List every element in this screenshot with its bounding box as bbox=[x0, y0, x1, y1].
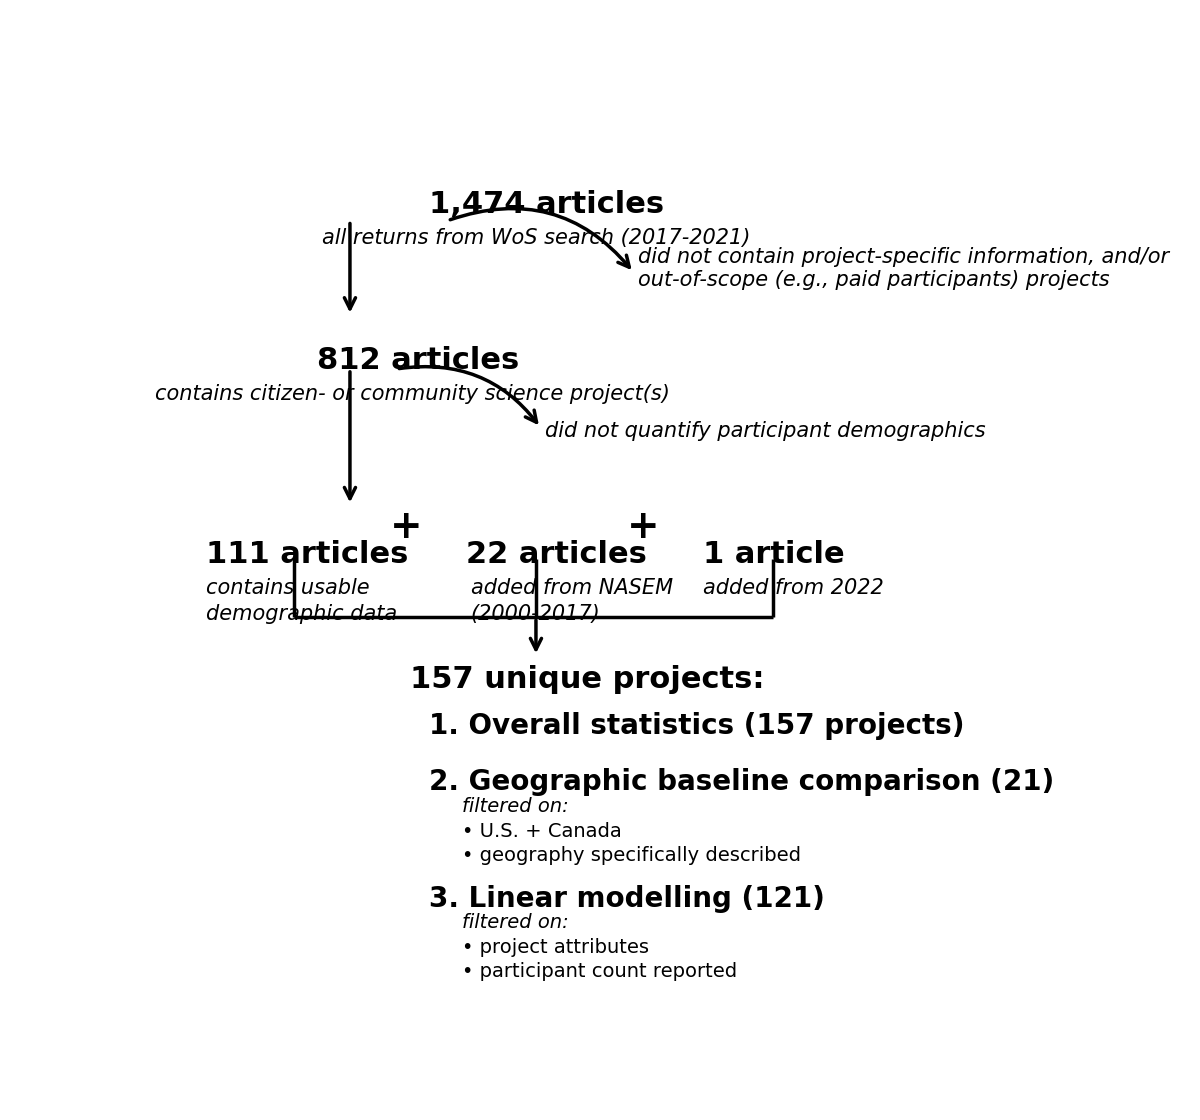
Text: 1. Overall statistics (157 projects): 1. Overall statistics (157 projects) bbox=[430, 712, 965, 740]
Text: filtered on:: filtered on: bbox=[462, 796, 569, 815]
Text: filtered on:: filtered on: bbox=[462, 913, 569, 932]
Text: added from 2022: added from 2022 bbox=[703, 578, 884, 598]
Text: • U.S. + Canada: • U.S. + Canada bbox=[462, 822, 622, 841]
Text: 1 article: 1 article bbox=[703, 540, 845, 569]
Text: contains citizen- or community science project(s): contains citizen- or community science p… bbox=[155, 384, 670, 403]
Text: • participant count reported: • participant count reported bbox=[462, 962, 737, 981]
Text: 1,474 articles: 1,474 articles bbox=[430, 190, 664, 220]
Text: 3. Linear modelling (121): 3. Linear modelling (121) bbox=[430, 885, 824, 913]
Text: contains usable
demographic data: contains usable demographic data bbox=[206, 578, 397, 624]
Text: +: + bbox=[626, 507, 659, 545]
Text: +: + bbox=[390, 507, 422, 545]
Text: all returns from WoS search (2017-2021): all returns from WoS search (2017-2021) bbox=[322, 228, 750, 249]
Text: 157 unique projects:: 157 unique projects: bbox=[410, 665, 764, 693]
Text: 111 articles: 111 articles bbox=[206, 540, 408, 569]
Text: • project attributes: • project attributes bbox=[462, 939, 648, 958]
Text: 812 articles: 812 articles bbox=[317, 346, 520, 375]
Text: • geography specifically described: • geography specifically described bbox=[462, 846, 800, 865]
Text: did not contain project-specific information, and/or
out-of-scope (e.g., paid pa: did not contain project-specific informa… bbox=[638, 246, 1169, 290]
Text: did not quantify participant demographics: did not quantify participant demographic… bbox=[545, 421, 986, 440]
Text: added from NASEM
(2000-2017): added from NASEM (2000-2017) bbox=[470, 578, 673, 624]
Text: 22 articles: 22 articles bbox=[467, 540, 647, 569]
Text: 2. Geographic baseline comparison (21): 2. Geographic baseline comparison (21) bbox=[430, 768, 1055, 796]
